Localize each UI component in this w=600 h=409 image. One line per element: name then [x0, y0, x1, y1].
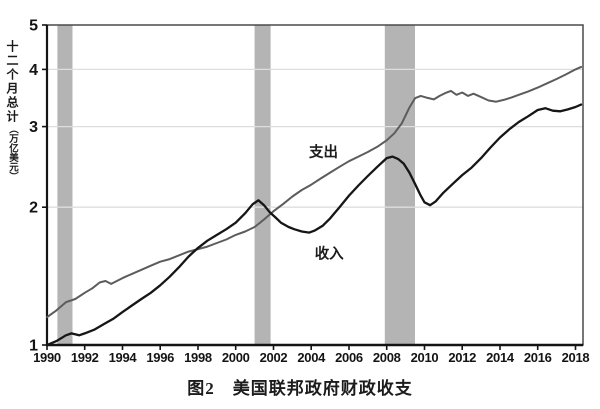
x-tick-label-2016: 2016 [524, 350, 552, 365]
recession-band-2 [254, 25, 271, 345]
x-tick-label-2012: 2012 [448, 350, 476, 365]
figure-caption: 图2 美国联邦政府财政收支 [187, 379, 413, 398]
y-tick-label-2: 2 [29, 200, 38, 217]
y-axis-title: 十二个月总计（万亿美元） [5, 40, 19, 340]
x-tick-label-2010: 2010 [411, 350, 439, 365]
recession-band-3 [384, 25, 415, 345]
x-tick-label-1998: 1998 [184, 350, 212, 365]
x-tick-label-2000: 2000 [222, 350, 250, 365]
plot-border [46, 24, 584, 346]
x-tick-label-2002: 2002 [260, 350, 288, 365]
expenditure-label: 支出 [309, 143, 338, 161]
y-tick-label-3: 3 [29, 119, 38, 136]
y-tick-label-5: 5 [29, 18, 38, 35]
x-tick-label-2008: 2008 [373, 350, 401, 365]
x-tick-label-1996: 1996 [146, 350, 174, 365]
y-tick-label-4: 4 [29, 62, 38, 79]
expenditure-line [46, 65, 583, 319]
y-axis-title-unit: （万亿美元） [7, 124, 17, 181]
recession-band-1 [57, 25, 73, 345]
y-axis-title-main: 十二个月总计 [5, 40, 19, 124]
x-tick-label-2014: 2014 [486, 350, 515, 365]
x-tick-label-2004: 2004 [297, 350, 326, 365]
x-tick-label-2018: 2018 [562, 350, 590, 365]
x-tick-label-1992: 1992 [71, 350, 99, 365]
chart-canvas: 1990 1992 1994 1996 1998 2000 2002 2004 2006 2008… [29, 18, 590, 366]
revenue-line [45, 103, 583, 347]
x-tick-label-1994: 1994 [109, 350, 138, 365]
x-tick-label-2006: 2006 [335, 350, 363, 365]
y-tick-label-1: 1 [29, 338, 38, 355]
revenue-label: 收入 [315, 244, 344, 262]
x-tick-label-1990: 1990 [33, 350, 61, 365]
